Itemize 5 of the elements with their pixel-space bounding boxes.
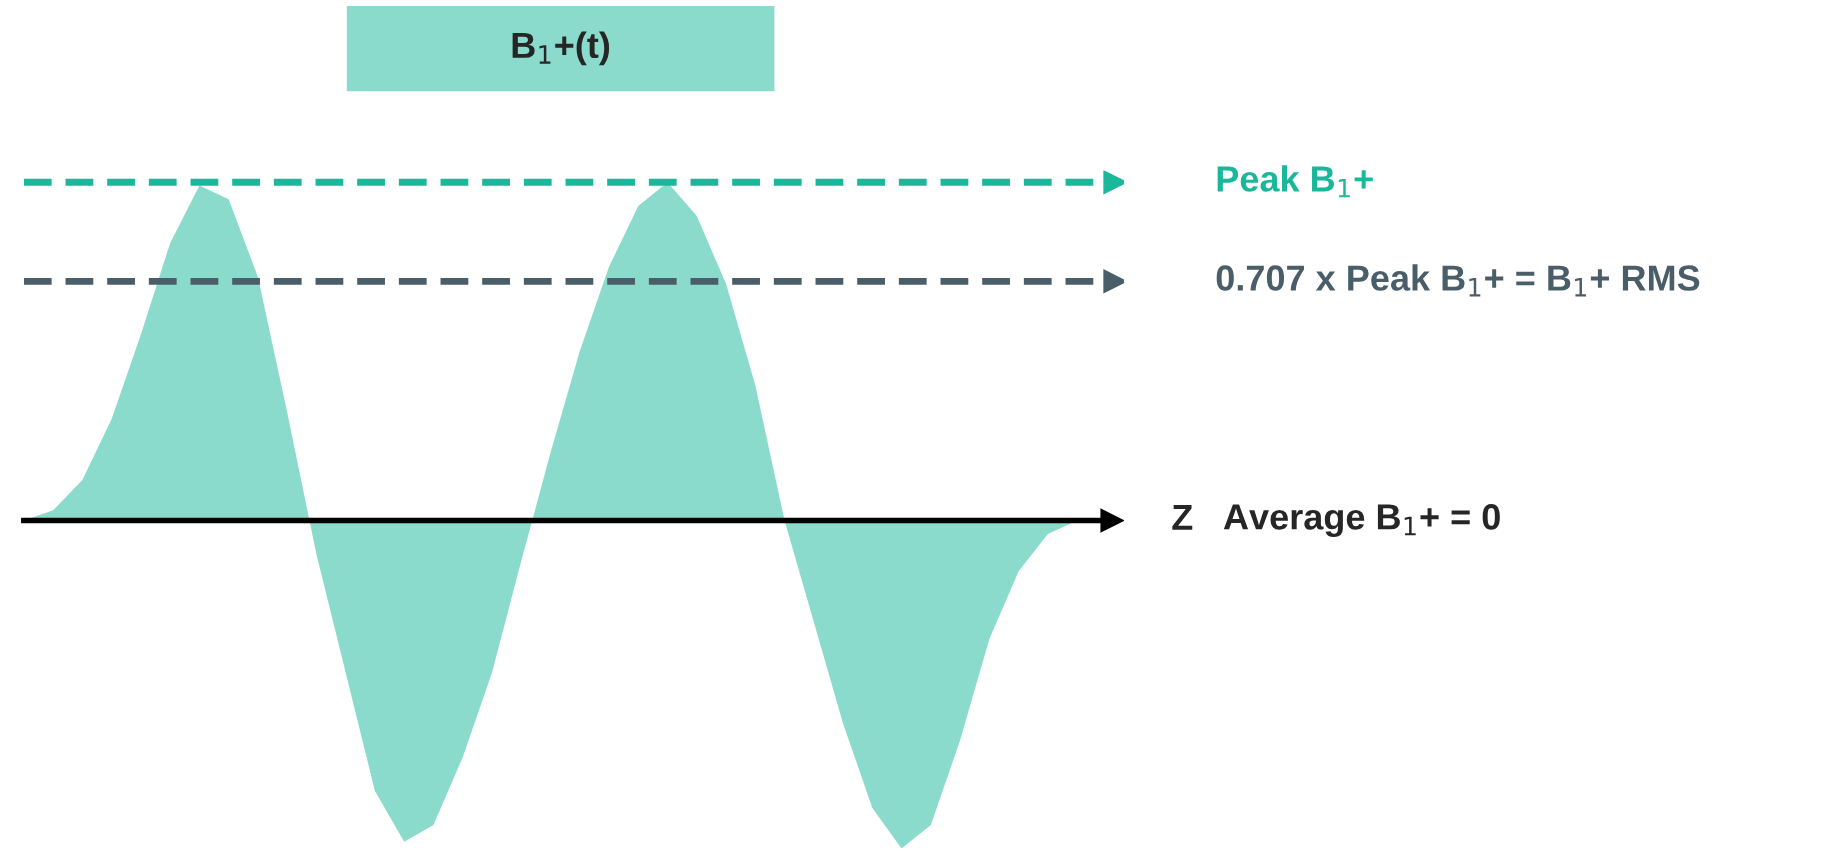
x-axis-title: Z (1172, 505, 1193, 530)
ref-line-label: 0.707 x Peak B$_{1}$+ = B$_{1}$+ RMS (1216, 264, 1700, 297)
ref-line-label: Peak B$_{1}$+ (1217, 165, 1373, 198)
chart-title: B$_{1}$+(t) (512, 31, 610, 66)
text: Average B$_{1}$+ = 0 (1223, 504, 1500, 537)
